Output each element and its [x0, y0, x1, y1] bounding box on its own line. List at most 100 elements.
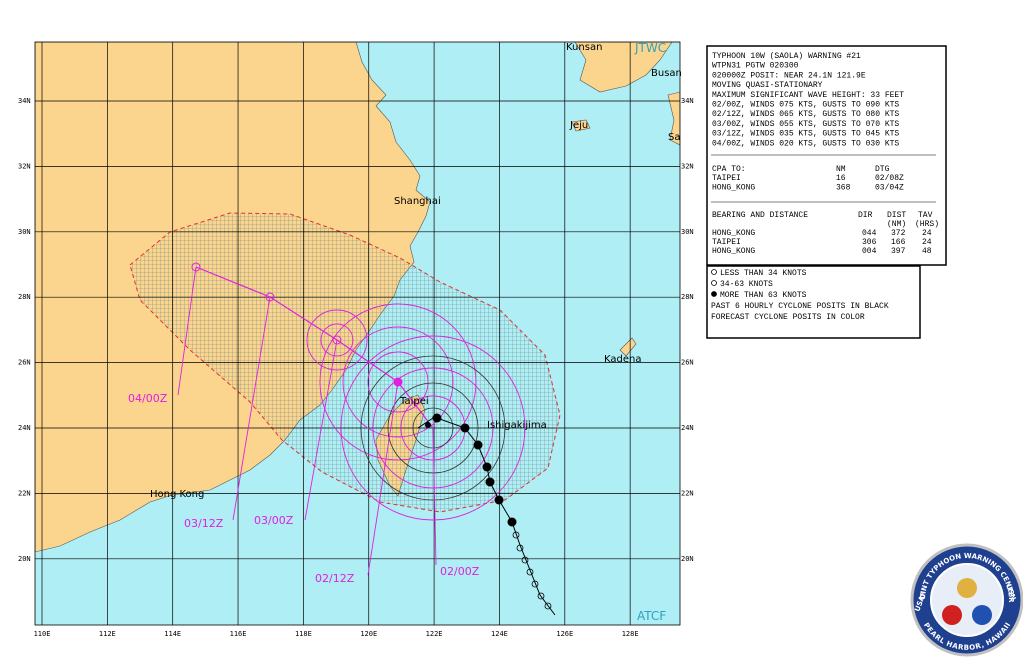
- lat-label: 20N: [681, 555, 694, 563]
- logo-emblem: [957, 578, 977, 598]
- bearing-cell: HONG_KONG: [712, 229, 755, 238]
- cpa-header: DTG: [875, 165, 890, 174]
- warning-line: MAXIMUM SIGNIFICANT WAVE HEIGHT: 33 FEET: [712, 91, 904, 100]
- place-label: Jeju: [569, 120, 588, 131]
- lat-label: 28N: [18, 293, 31, 301]
- lat-label: 32N: [18, 162, 31, 170]
- legend-line: 34-63 KNOTS: [720, 280, 773, 289]
- lat-label: 30N: [18, 228, 31, 236]
- bearing-cell: 372: [891, 229, 906, 238]
- agency-label: JTWC: [634, 41, 666, 55]
- place-label: Sa: [668, 132, 680, 143]
- bearing-cell: 306: [862, 238, 877, 247]
- current-radii: [360, 355, 506, 501]
- lat-label: 20N: [18, 555, 31, 563]
- lon-label: 114E: [164, 630, 181, 638]
- bearing-header: DIST: [887, 211, 906, 220]
- lat-label: 22N: [681, 489, 694, 497]
- lon-label: 124E: [491, 630, 508, 638]
- cpa-cell: 02/08Z: [875, 174, 904, 183]
- wind-radii: [306, 303, 526, 521]
- bearing-header: TAV: [918, 211, 933, 220]
- map: [35, 42, 680, 625]
- past-points: [425, 413, 517, 527]
- lon-label: 112E: [99, 630, 116, 638]
- lon-label: 110E: [34, 630, 51, 638]
- place-label: Kunsan: [566, 42, 602, 53]
- bearing-cell: HONG_KONG: [712, 247, 755, 256]
- forecast-label: 03/12Z: [184, 517, 224, 530]
- cpa-cell: TAIPEI: [712, 174, 741, 183]
- warning-line: MOVING QUASI-STATIONARY: [712, 81, 823, 90]
- cpa-cell: 16: [836, 174, 846, 183]
- cpa-cell: 368: [836, 184, 851, 193]
- jeju: [571, 119, 591, 132]
- lat-label: 34N: [18, 97, 31, 105]
- legend-symbol: [711, 269, 717, 275]
- place-label: Busan: [651, 68, 682, 79]
- lon-label: 118E: [295, 630, 312, 638]
- legend-line: LESS THAN 34 KNOTS: [720, 269, 807, 278]
- cpa-header: NM: [836, 165, 846, 174]
- place-label: Hong Kong: [150, 489, 204, 500]
- lon-label: 122E: [426, 630, 443, 638]
- legend-line: FORECAST CYCLONE POSITS IN COLOR: [711, 313, 865, 322]
- forecast-label: 04/00Z: [128, 392, 168, 405]
- logo-emblem: [942, 605, 962, 625]
- lat-label: 26N: [18, 359, 31, 367]
- bearing-cell: 397: [891, 247, 906, 256]
- weak-points: [512, 531, 552, 610]
- lat-label: 30N: [681, 228, 694, 236]
- lat-label: 28N: [681, 293, 694, 301]
- lat-label: 32N: [681, 162, 694, 170]
- korea: [574, 42, 673, 93]
- warning-line: WTPN31 PGTW 020300: [712, 62, 799, 71]
- legend-line: PAST 6 HOURLY CYCLONE POSITS IN BLACK: [711, 302, 889, 311]
- bearing-cell: 166: [891, 238, 906, 247]
- cpa-cell: HONG_KONG: [712, 184, 755, 193]
- lon-label: 116E: [230, 630, 247, 638]
- cpa-header: CPA TO:: [712, 165, 746, 174]
- cpa-cell: 03/04Z: [875, 184, 904, 193]
- warning-line: TYPHOON 10W (SAOLA) WARNING #21: [712, 52, 861, 61]
- warning-line: 03/00Z, WINDS 055 KTS, GUSTS TO 070 KTS: [712, 120, 899, 129]
- bearing-cell: 004: [862, 247, 877, 256]
- graticule: [35, 42, 680, 625]
- bearing-header: DIR: [858, 211, 873, 220]
- bearing-cell: 044: [862, 229, 877, 238]
- bearing-cell: 48: [922, 247, 932, 256]
- place-label: Shanghai: [394, 196, 441, 207]
- place-label: Ishigakijima: [487, 420, 547, 431]
- forecast-label: 02/00Z: [440, 565, 480, 578]
- logo-center: [930, 563, 1004, 637]
- warning-line: 03/12Z, WINDS 035 KTS, GUSTS TO 045 KTS: [712, 130, 899, 139]
- lat-label: 34N: [681, 97, 694, 105]
- forecast-points: [191, 262, 403, 387]
- forecast-label: 03/00Z: [254, 514, 294, 527]
- bearing-cell: 24: [922, 238, 932, 247]
- warning-line: 02/00Z, WINDS 075 KTS, GUSTS TO 090 KTS: [712, 101, 899, 110]
- okinawa: [619, 337, 637, 357]
- legend-symbol: [711, 280, 717, 286]
- labels: 110E 112E 114E 116E 118E 120E 122E 124E 126E 128E…: [18, 41, 694, 638]
- lat-label: 26N: [681, 359, 694, 367]
- bearing-subheader: (HRS): [915, 220, 939, 229]
- place-label: Kadena: [604, 354, 641, 365]
- bearing-subheader: (NM): [887, 220, 906, 229]
- lon-label: 120E: [360, 630, 377, 638]
- warning-line: 04/00Z, WINDS 020 KTS, GUSTS TO 030 KTS: [712, 139, 899, 148]
- place-label: Taipei: [399, 396, 429, 407]
- legend-symbol: [711, 291, 717, 297]
- warning-box: [706, 45, 947, 266]
- agency-label: ATCF: [637, 609, 666, 623]
- legend-box: [706, 265, 921, 339]
- logo-emblem: [972, 605, 992, 625]
- warning-line: 020000Z POSIT: NEAR 24.1N 121.9E: [712, 71, 866, 80]
- warning-line: 02/12Z, WINDS 065 KTS, GUSTS TO 080 KTS: [712, 110, 899, 119]
- lat-label: 24N: [18, 424, 31, 432]
- bearing-header: BEARING AND DISTANCE: [712, 211, 808, 220]
- lon-label: 126E: [556, 630, 573, 638]
- bearing-cell: 24: [922, 229, 932, 238]
- kyushu: [667, 91, 680, 146]
- lat-label: 24N: [681, 424, 694, 432]
